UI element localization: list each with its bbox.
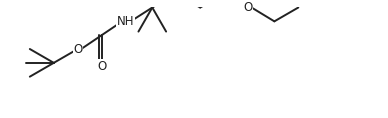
Text: NH: NH [117,15,134,28]
Text: O: O [244,1,253,14]
Text: O: O [73,42,82,55]
Text: O: O [97,60,106,73]
